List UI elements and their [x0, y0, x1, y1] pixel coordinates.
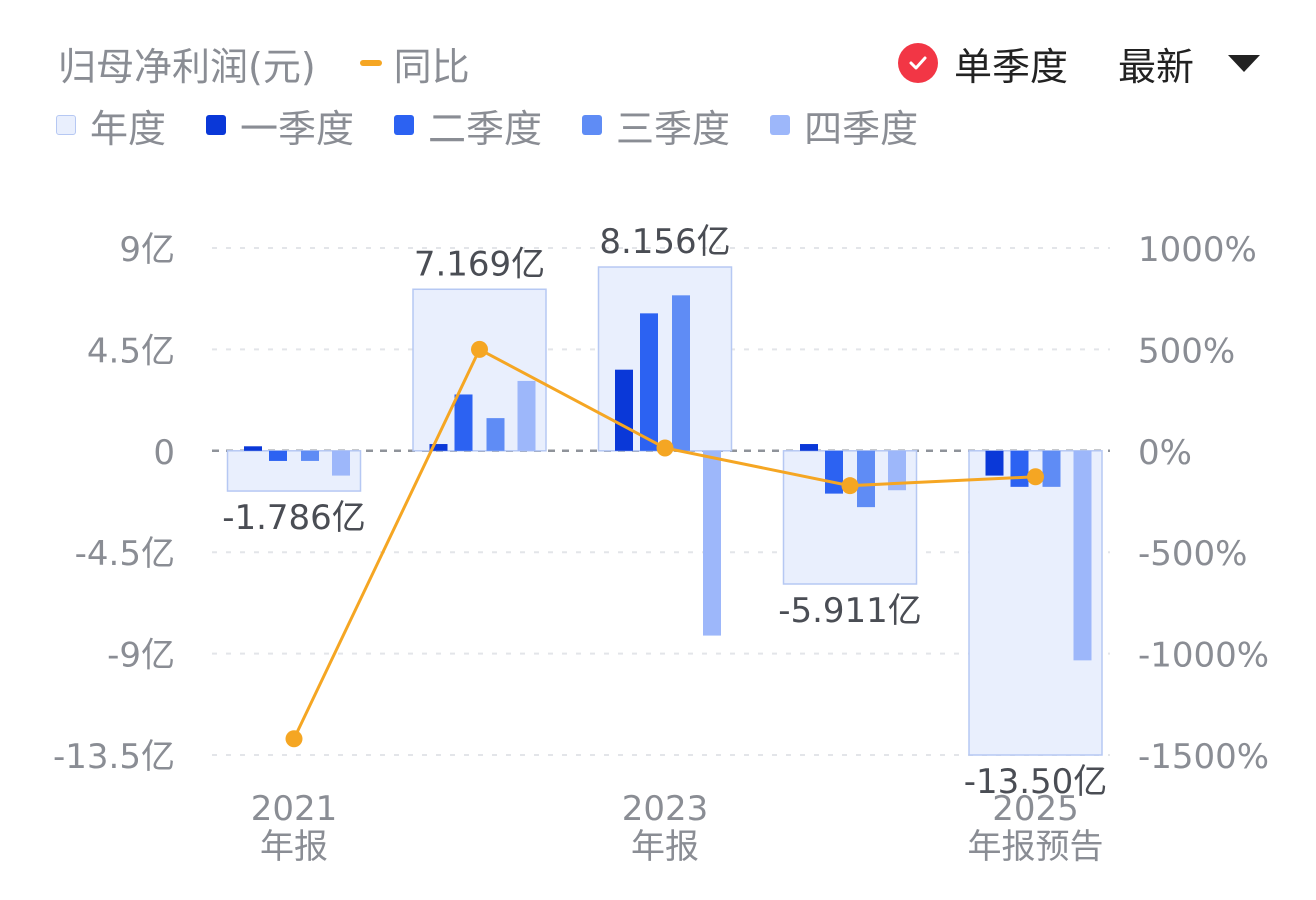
single-quarter-toggle[interactable]: 单季度: [953, 44, 1068, 89]
quarter-bar-q2: [454, 394, 473, 451]
chart-legend: 年度 一季度 二季度 三季度 四季度: [56, 98, 958, 153]
quarter-bar-q3: [857, 450, 875, 508]
annual-value-label: 8.156亿: [599, 222, 730, 262]
yoy-point: [1027, 468, 1044, 486]
y-tick-left: -4.5亿: [75, 534, 175, 574]
annual-value-label: -1.786亿: [222, 498, 366, 538]
quarter-bar-q4: [1073, 450, 1092, 661]
y-tick-right: -1500%: [1138, 737, 1269, 777]
legend-swatch-q4: [770, 115, 791, 135]
caret-down-icon[interactable]: [1228, 54, 1260, 72]
quarter-bar-q3: [301, 450, 319, 461]
y-tick-left: 4.5亿: [87, 331, 175, 371]
chart-header: 归母净利润(元) 同比: [58, 38, 470, 89]
y-tick-right: 500%: [1138, 331, 1235, 371]
y-tick-left: 9亿: [119, 230, 175, 270]
annual-value-label: -5.911亿: [778, 591, 922, 631]
legend-label: 二季度: [428, 106, 543, 151]
legend-label: 一季度: [240, 106, 355, 151]
chart-controls: 单季度 最新: [897, 38, 1260, 89]
quarter-bar-q4: [517, 380, 536, 451]
x-tick-year: 2023: [622, 789, 709, 829]
yoy-point: [471, 340, 488, 358]
quarter-bar-q4: [888, 450, 906, 491]
quarter-bar-q4: [332, 450, 350, 476]
legend-label: 年度: [90, 106, 167, 151]
y-tick-left: -13.5亿: [53, 737, 175, 777]
yoy-point: [656, 439, 674, 457]
quarter-bar-q1: [615, 369, 633, 451]
x-tick-label: 年报: [260, 827, 328, 867]
y-tick-left: 0: [153, 433, 175, 473]
y-tick-right: -1000%: [1138, 636, 1269, 676]
annual-value-label: 7.169亿: [414, 244, 545, 284]
yoy-point: [285, 730, 303, 748]
y-tick-left: -9亿: [107, 636, 175, 676]
y-tick-right: -500%: [1138, 534, 1247, 574]
quarter-bar-q3: [672, 295, 690, 451]
x-tick-year: 2025: [992, 789, 1079, 829]
quarter-bar-q2: [1010, 450, 1029, 487]
legend-swatch-q2: [394, 115, 415, 135]
legend-label: 三季度: [616, 106, 731, 151]
legend-label: 四季度: [804, 106, 919, 151]
annual-value-label: -13.50亿: [964, 762, 1108, 802]
legend-swatch-q3: [582, 115, 603, 135]
legend-item-q3[interactable]: 三季度: [582, 98, 730, 153]
yoy-legend-label: 同比: [393, 44, 470, 89]
y-tick-right: 0%: [1138, 433, 1192, 473]
legend-item-q4[interactable]: 四季度: [770, 98, 918, 153]
quarter-bar-q1: [244, 446, 262, 451]
latest-dropdown[interactable]: 最新: [1117, 44, 1194, 89]
legend-item-q1[interactable]: 一季度: [206, 98, 354, 153]
legend-swatch-q1: [206, 115, 227, 135]
legend-item-q2[interactable]: 二季度: [394, 98, 542, 153]
x-tick-label: 年报预告: [968, 827, 1104, 867]
quarter-bar-q2: [825, 450, 843, 494]
chart-title: 归母净利润(元): [58, 44, 316, 89]
check-icon[interactable]: [897, 43, 938, 83]
yoy-legend-mark: [359, 60, 382, 66]
quarter-bar-q1: [985, 450, 1004, 476]
x-tick-label: 年报: [631, 827, 699, 867]
quarter-bar-q2: [640, 313, 658, 451]
y-tick-right: 1000%: [1138, 230, 1257, 270]
legend-swatch-annual: [56, 115, 76, 135]
legend-item-annual[interactable]: 年度: [56, 98, 166, 153]
quarter-bar-q3: [1042, 450, 1061, 487]
x-tick-year: 2021: [251, 789, 338, 829]
quarter-bar-q4: [703, 450, 721, 636]
quarter-bar-q2: [269, 450, 287, 461]
yoy-point: [841, 477, 859, 495]
quarter-bar-q3: [486, 418, 505, 451]
quarter-bar-q1: [429, 444, 448, 451]
quarter-bar-q1: [800, 444, 818, 451]
